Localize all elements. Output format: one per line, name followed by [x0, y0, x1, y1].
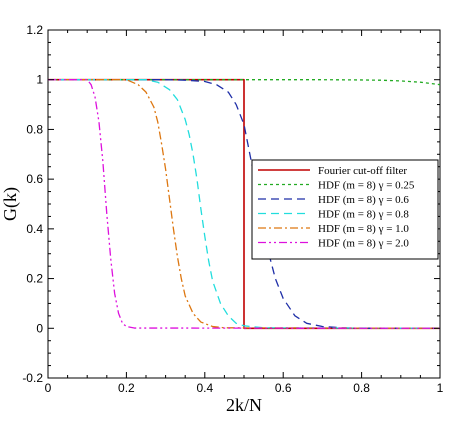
x-tick-label: 0.4 [196, 381, 213, 395]
series-layer [48, 78, 441, 330]
y-tick-label: -0.2 [22, 371, 43, 385]
legend: Fourier cut-off filter HDF (m = 8) γ = 0.… [251, 159, 439, 260]
y-axis-title: G(k) [0, 187, 21, 221]
y-tick-label: 0.6 [26, 172, 43, 186]
series-line-6 [48, 79, 441, 329]
y-tick-label: 1 [36, 73, 43, 87]
y-tick-label: 0.4 [26, 222, 43, 236]
legend-label-3: HDF (m = 8) γ = 0.6 [318, 194, 409, 206]
x-tick-label: 0.2 [118, 381, 135, 395]
x-tick-label: 0.6 [275, 381, 292, 395]
y-tick-label: 0.8 [26, 122, 43, 136]
legend-label-4: HDF (m = 8) γ = 0.8 [318, 209, 409, 221]
series-line-5 [48, 79, 441, 329]
x-axis-title: 2k/N [226, 395, 262, 415]
legend-label-5: HDF (m = 8) γ = 1.0 [318, 223, 409, 235]
legend-label-6: HDF (m = 8) γ = 2.0 [318, 238, 409, 250]
legend-label-2: HDF (m = 8) γ = 0.25 [318, 180, 415, 192]
y-tick-label: 1.2 [26, 23, 43, 37]
x-tick-label: 1 [437, 381, 444, 395]
legend-label-1: Fourier cut-off filter [318, 165, 407, 177]
x-tick-label: 0 [45, 381, 52, 395]
axis-layer: -0.200.20.40.60.811.20 0.2 0.4 0.6 0.8 1 [22, 23, 443, 395]
x-tick-label: 0.8 [353, 381, 370, 395]
series-line-4 [48, 79, 441, 329]
y-tick-label: 0.2 [26, 272, 43, 286]
y-tick-label: 0 [36, 321, 43, 335]
